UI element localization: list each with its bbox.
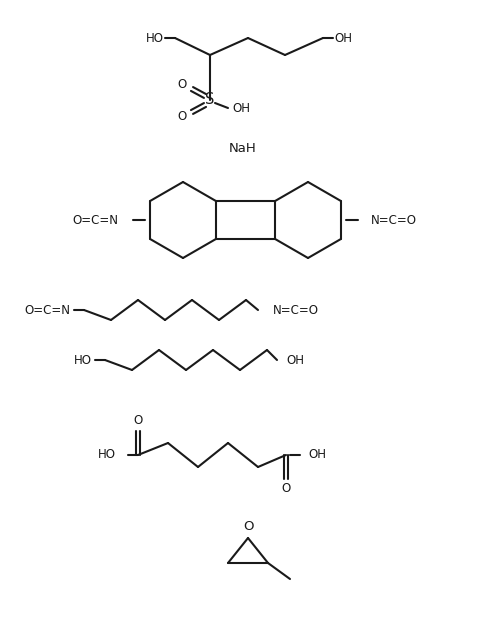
Text: OH: OH xyxy=(286,353,304,367)
Text: O=C=N: O=C=N xyxy=(24,304,70,316)
Text: OH: OH xyxy=(232,101,250,114)
Text: OH: OH xyxy=(334,31,352,45)
Text: OH: OH xyxy=(308,448,326,462)
Text: N=C=O: N=C=O xyxy=(371,213,417,226)
Text: O=C=N: O=C=N xyxy=(72,213,118,226)
Text: O: O xyxy=(281,482,291,496)
Text: O: O xyxy=(133,415,143,428)
Text: O: O xyxy=(243,521,253,533)
Text: O: O xyxy=(177,79,187,91)
Text: S: S xyxy=(206,92,215,108)
Text: NaH: NaH xyxy=(229,142,257,155)
Text: N=C=O: N=C=O xyxy=(273,304,319,316)
Text: HO: HO xyxy=(98,448,116,462)
Text: O: O xyxy=(177,109,187,123)
Text: HO: HO xyxy=(74,353,92,367)
Text: HO: HO xyxy=(146,31,164,45)
